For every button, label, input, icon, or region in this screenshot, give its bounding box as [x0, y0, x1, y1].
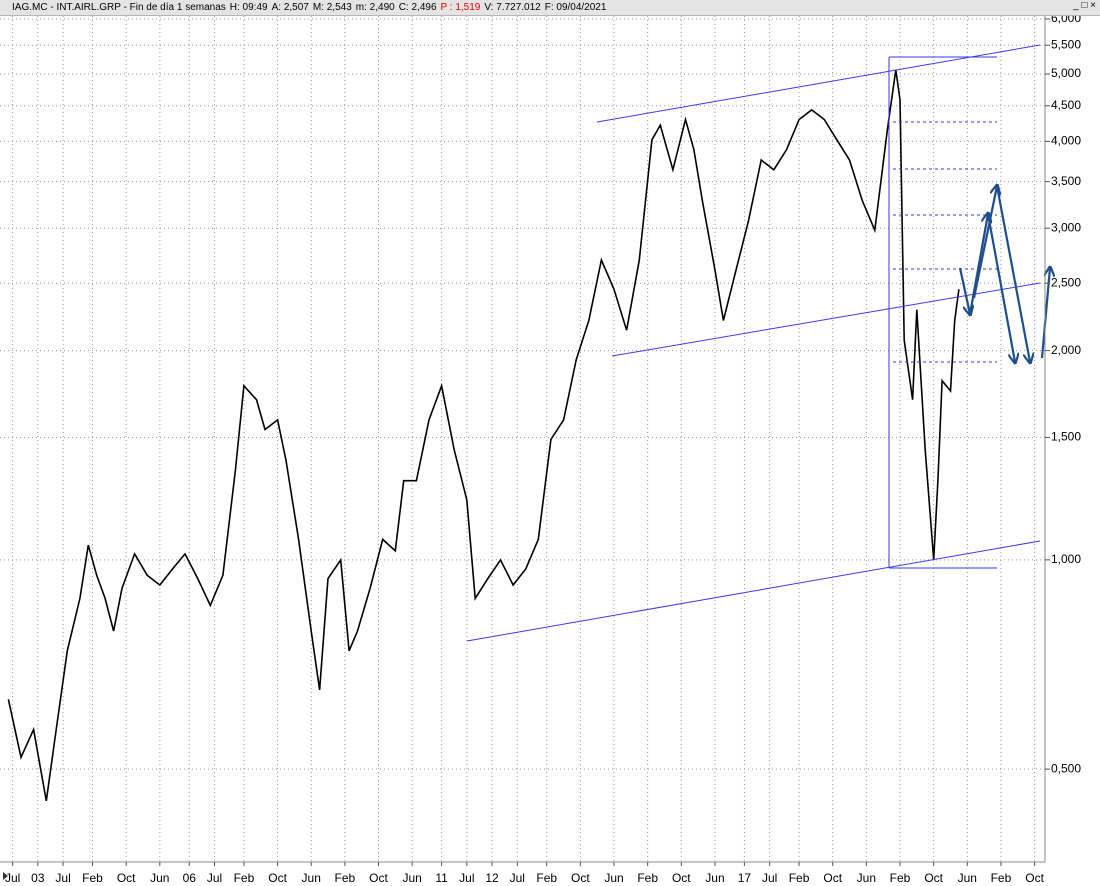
x-tick-label: Feb [637, 871, 658, 885]
window-buttons[interactable]: _ □ × [1073, 0, 1096, 11]
x-tick-label: 11 [435, 871, 448, 885]
y-tick-label: 1,500 [1051, 430, 1081, 444]
header-field: m: 2,490 [355, 2, 395, 13]
x-tick-label: Jul [55, 871, 70, 885]
projection-arrows [958, 186, 1050, 362]
header-field: P : 1,519 [440, 2, 481, 13]
x-tick-label: Jul [510, 871, 525, 885]
x-tick-label: Feb [536, 871, 557, 885]
x-tick-label: Jul [5, 871, 20, 885]
y-tick-label: 3,500 [1051, 174, 1081, 188]
x-tick-label: Oct [924, 871, 943, 885]
x-tick-label: Jun [857, 871, 876, 885]
x-tick-label: Jul [207, 871, 222, 885]
x-tick-label: Jul [459, 871, 474, 885]
x-tick-label: Oct [1025, 871, 1044, 885]
x-tick-label: Feb [234, 871, 255, 885]
y-tick-label: 5,500 [1051, 37, 1081, 51]
y-tick-label: 2,500 [1051, 275, 1081, 289]
header-bar: IAG.MC - INT.AIRL.GRP - Fin de día 1 sem… [0, 0, 1100, 16]
header-field: V: 7.727.012 [484, 2, 541, 13]
y-tick-label: 0,500 [1051, 761, 1081, 775]
header-field: A: 2,507 [271, 2, 309, 13]
trend-line [611, 282, 1041, 357]
x-tick-label: Feb [335, 871, 356, 885]
x-tick-label: Feb [890, 871, 911, 885]
x-tick-label: Oct [571, 871, 590, 885]
x-tick-label: Feb [82, 871, 103, 885]
drawings [466, 44, 1041, 642]
x-tick-label: Oct [672, 871, 691, 885]
header-field: H: 09:49 [229, 2, 268, 13]
x-tick-label: Jun [604, 871, 623, 885]
x-tick-label: 03 [31, 871, 45, 885]
scroll-arrow[interactable] [3, 872, 8, 880]
y-tick-label: 3,000 [1051, 220, 1081, 234]
trend-line [596, 44, 1041, 123]
y-tick-label: 2,000 [1051, 343, 1081, 357]
grid [0, 16, 1045, 862]
x-tick-label: Jun [302, 871, 321, 885]
y-tick-label: 4,500 [1051, 98, 1081, 112]
x-tick-label: Jun [958, 871, 977, 885]
x-tick-label: 12 [485, 871, 499, 885]
y-tick-label: 4,000 [1051, 134, 1081, 148]
x-tick-label: Feb [789, 871, 810, 885]
header-field: F: 09/04/2021 [544, 2, 607, 13]
x-tick-label: Oct [823, 871, 842, 885]
price-line [7, 69, 960, 802]
fib-levels [893, 121, 997, 363]
trend-line [466, 540, 1041, 642]
x-tick-label: Jul [762, 871, 777, 885]
y-tick-label: 5,000 [1051, 66, 1081, 80]
x-tick-label: Oct [268, 871, 287, 885]
header-field: C: 2,496 [398, 2, 437, 13]
x-tick-label: 06 [183, 871, 197, 885]
x-tick-label: Oct [369, 871, 388, 885]
header-field: IAG.MC - INT.AIRL.GRP - Fin de día 1 sem… [12, 2, 226, 13]
x-tick-label: 17 [738, 871, 752, 885]
x-tick-label: Jun [150, 871, 169, 885]
x-tick-label: Jun [705, 871, 724, 885]
x-tick-label: Oct [117, 871, 136, 885]
x-tick-label: Jun [402, 871, 421, 885]
x-tick-label: Feb [991, 871, 1012, 885]
header-field: M: 2,543 [312, 2, 352, 13]
y-tick-label: 1,000 [1051, 552, 1081, 566]
